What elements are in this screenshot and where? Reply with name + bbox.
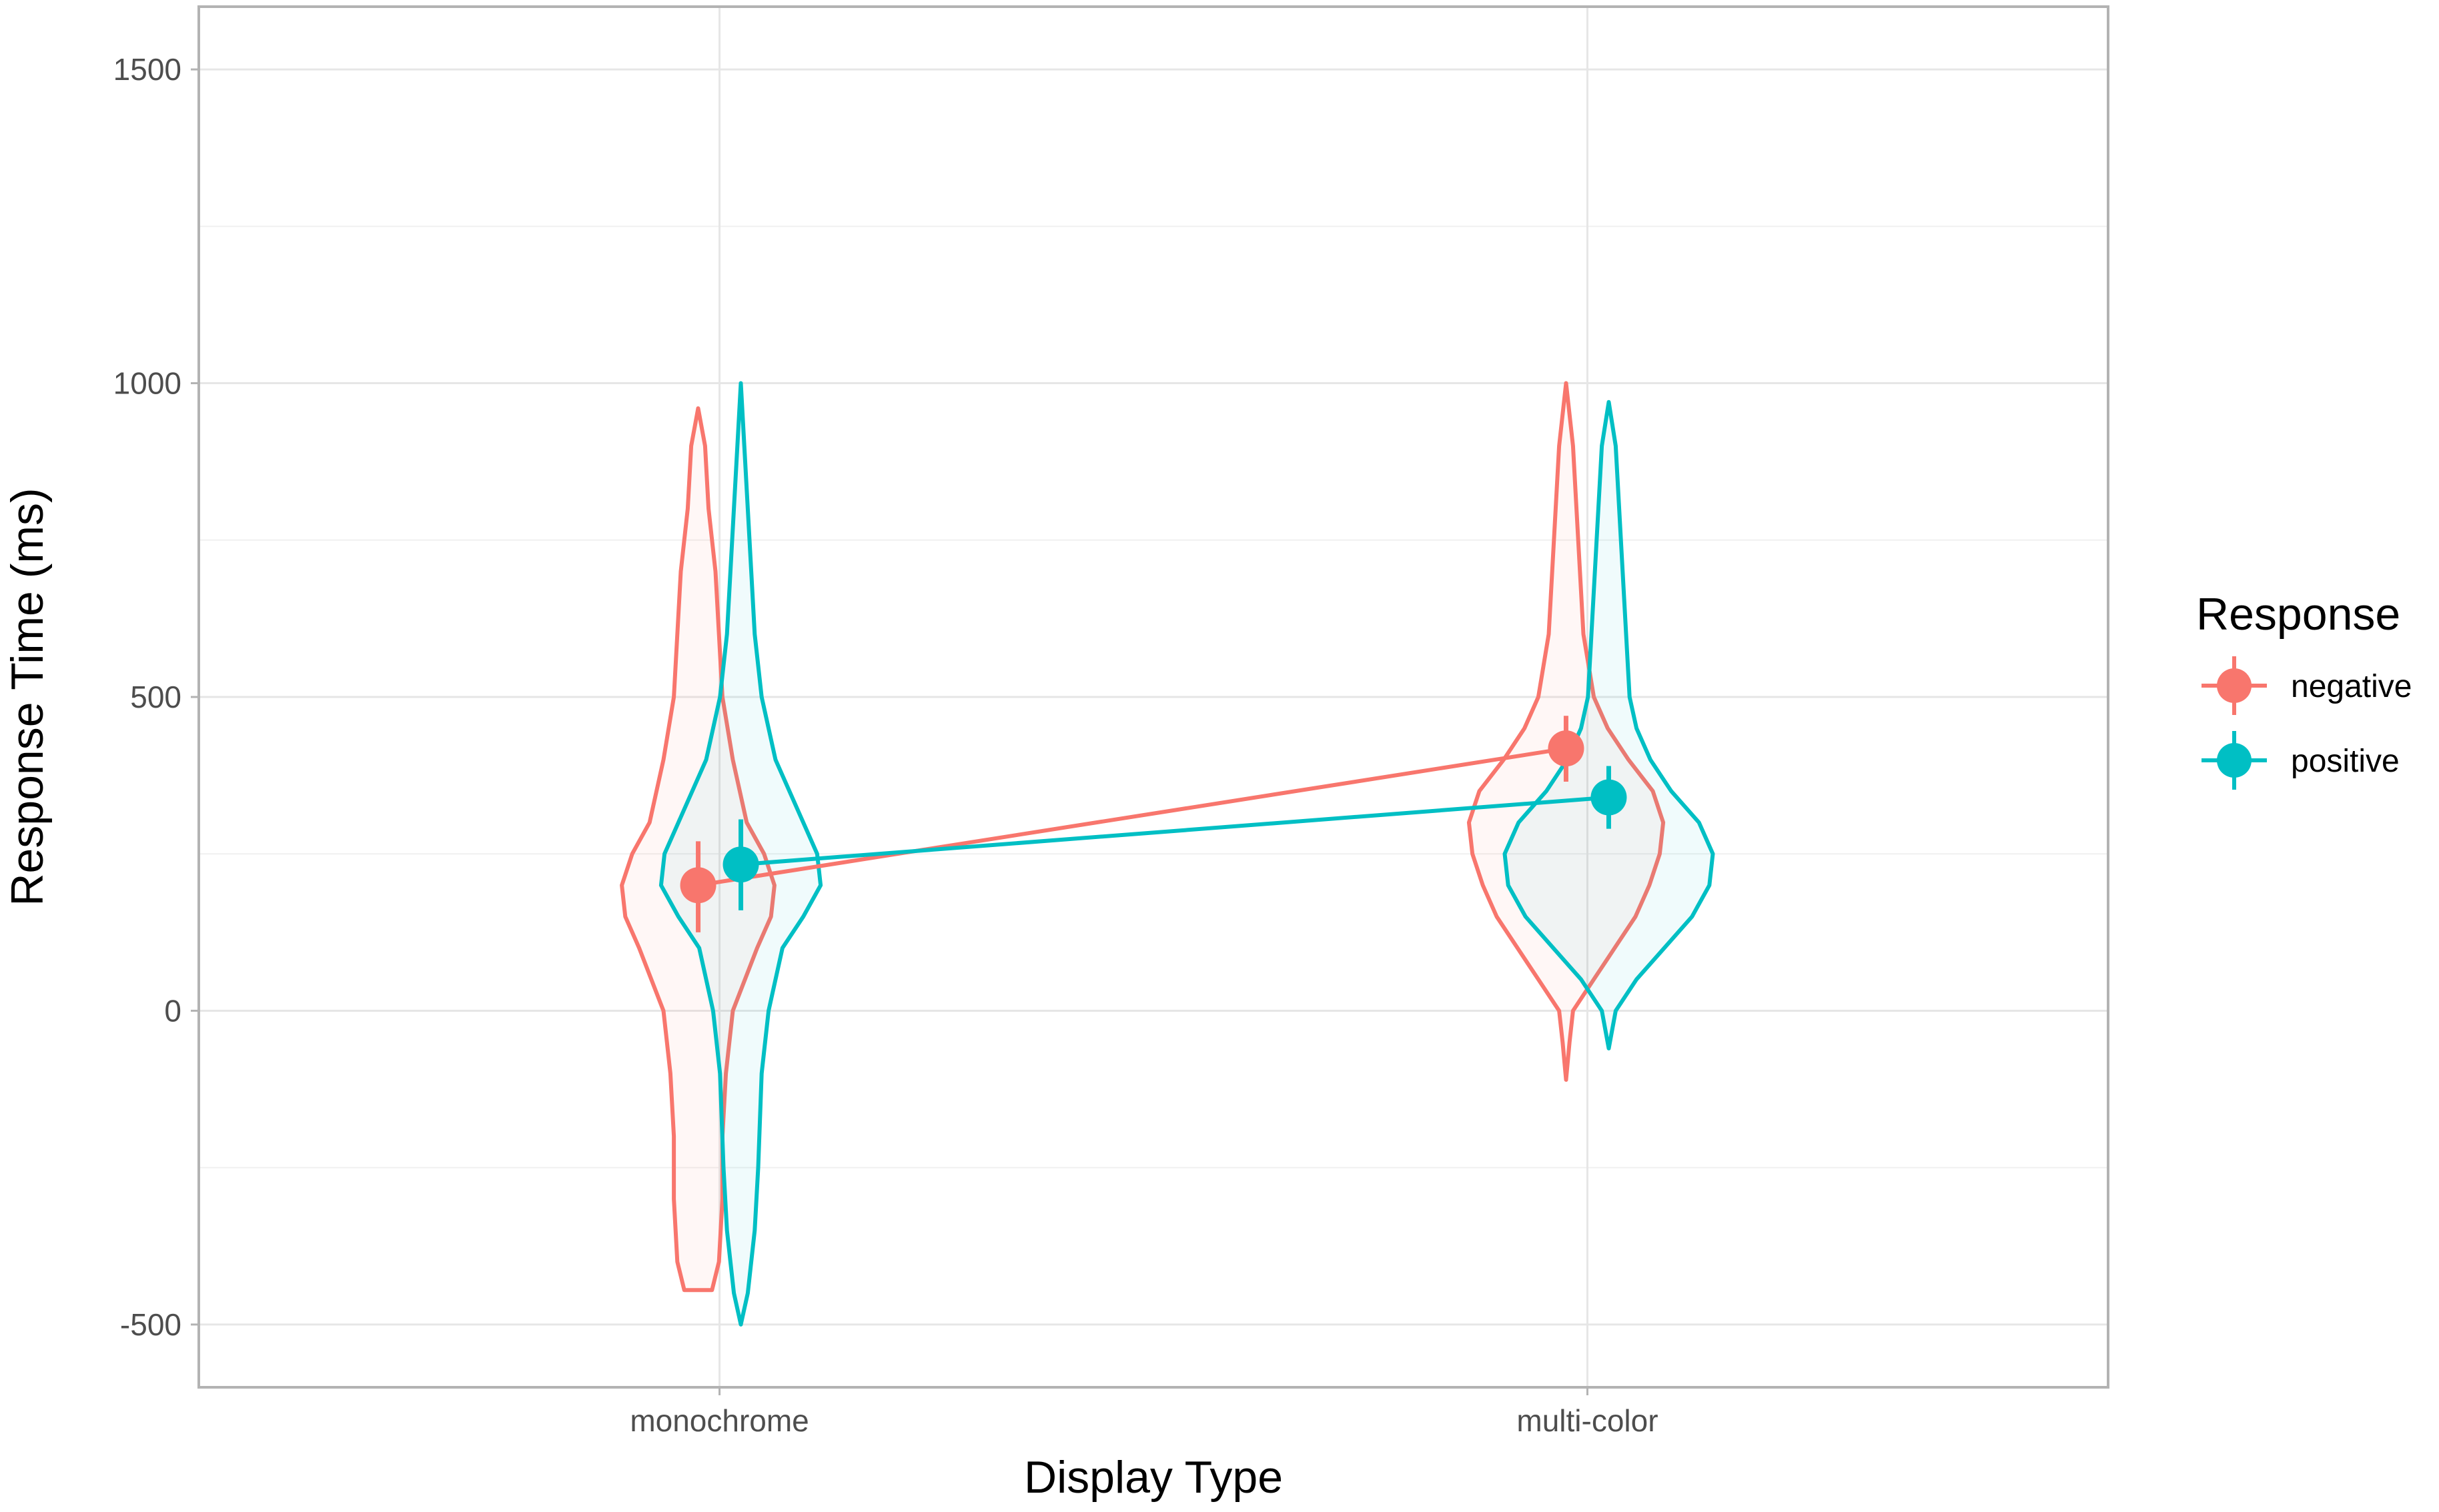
- y-tick-label: 1500: [113, 52, 181, 87]
- point-layer: [680, 716, 1627, 932]
- y-axis-title: Response Time (ms): [2, 488, 53, 906]
- y-tick-label: 1000: [113, 366, 181, 401]
- legend-key-negative: [2202, 656, 2267, 715]
- legend-key-positive-dot: [2217, 743, 2252, 778]
- violin-positive-multi-color: [1502, 400, 1715, 1050]
- legend-key-negative-dot: [2217, 668, 2252, 703]
- series-line-positive: [741, 795, 1609, 867]
- legend: Response negative positive: [2196, 589, 2412, 790]
- legend-label-positive: positive: [2291, 744, 2400, 779]
- legend-label-negative: negative: [2291, 669, 2412, 704]
- x-tick-label: monochrome: [630, 1403, 809, 1438]
- mean-point-positive-multi-color: [1590, 779, 1627, 816]
- mean-point-negative-multi-color: [1548, 730, 1584, 767]
- y-tick-label: 500: [130, 680, 181, 714]
- x-axis-ticks: monochrome multi-color: [630, 1387, 1658, 1438]
- mean-point-positive-monochrome: [722, 846, 759, 883]
- y-tick-label: -500: [120, 1307, 181, 1342]
- legend-key-positive: [2202, 731, 2267, 790]
- mean-point-negative-monochrome: [680, 867, 716, 904]
- legend-title: Response: [2196, 589, 2400, 640]
- y-tick-label: 0: [164, 993, 181, 1028]
- line-layer: [698, 746, 1609, 888]
- y-axis-ticks: -500 0 500 1000 1500: [113, 52, 199, 1342]
- x-tick-label: multi-color: [1516, 1403, 1658, 1438]
- series-line-negative: [698, 746, 1566, 888]
- x-axis-title: Display Type: [1024, 1452, 1283, 1503]
